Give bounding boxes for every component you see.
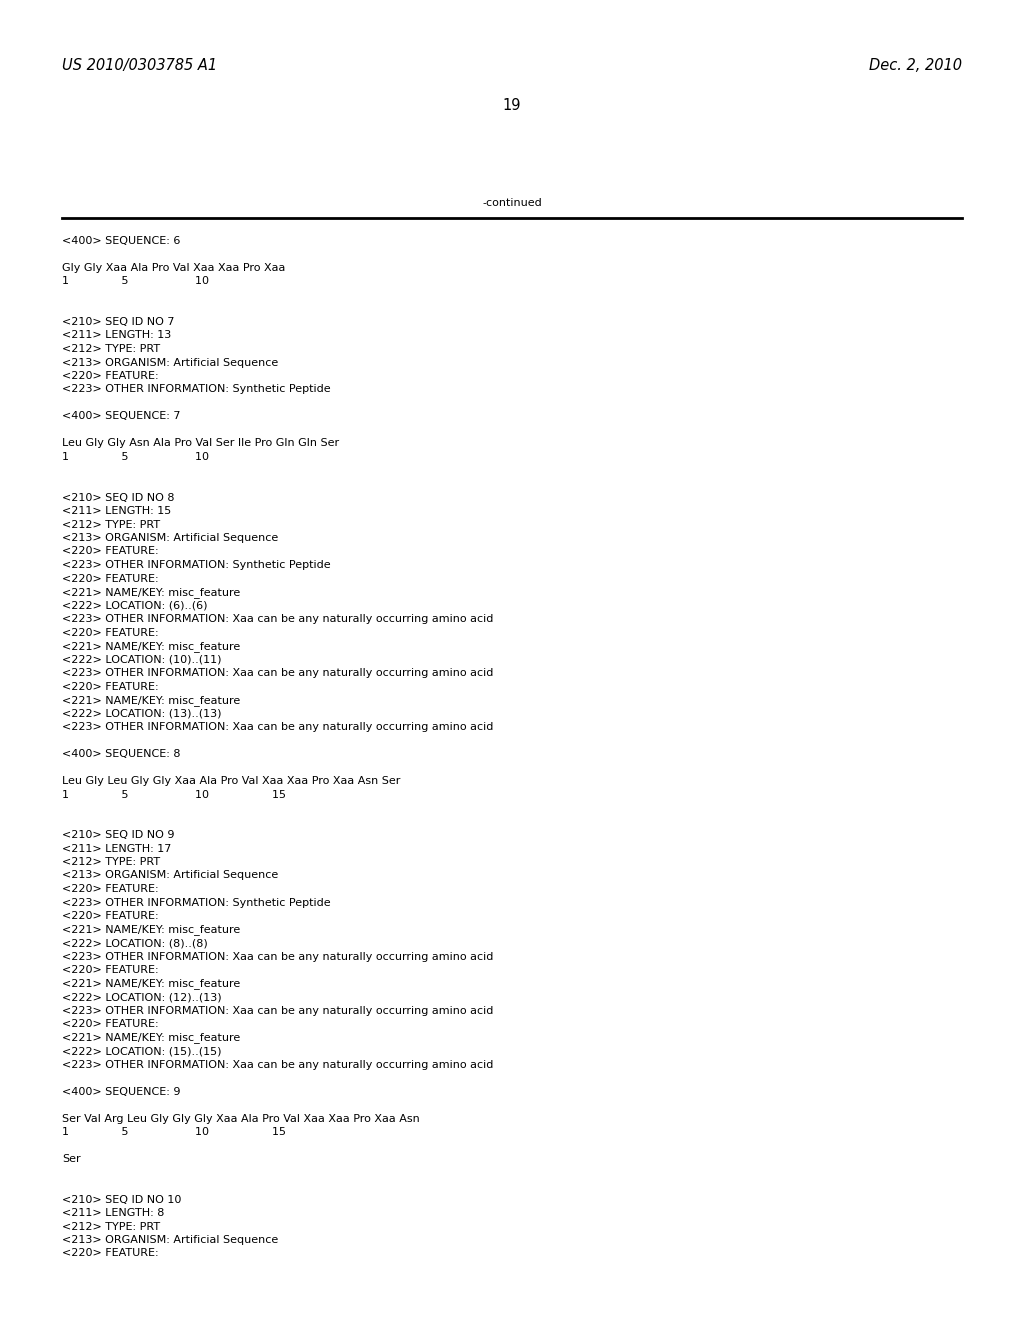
Text: <222> LOCATION: (13)..(13): <222> LOCATION: (13)..(13) bbox=[62, 709, 221, 718]
Text: <223> OTHER INFORMATION: Xaa can be any naturally occurring amino acid: <223> OTHER INFORMATION: Xaa can be any … bbox=[62, 722, 494, 733]
Text: 19: 19 bbox=[503, 98, 521, 114]
Text: <220> FEATURE:: <220> FEATURE: bbox=[62, 1249, 159, 1258]
Text: Gly Gly Xaa Ala Pro Val Xaa Xaa Pro Xaa: Gly Gly Xaa Ala Pro Val Xaa Xaa Pro Xaa bbox=[62, 263, 286, 273]
Text: <221> NAME/KEY: misc_feature: <221> NAME/KEY: misc_feature bbox=[62, 924, 241, 936]
Text: <223> OTHER INFORMATION: Synthetic Peptide: <223> OTHER INFORMATION: Synthetic Pepti… bbox=[62, 898, 331, 908]
Text: <222> LOCATION: (12)..(13): <222> LOCATION: (12)..(13) bbox=[62, 993, 221, 1002]
Text: <210> SEQ ID NO 8: <210> SEQ ID NO 8 bbox=[62, 492, 174, 503]
Text: <220> FEATURE:: <220> FEATURE: bbox=[62, 911, 159, 921]
Text: US 2010/0303785 A1: US 2010/0303785 A1 bbox=[62, 58, 217, 73]
Text: <220> FEATURE:: <220> FEATURE: bbox=[62, 371, 159, 381]
Text: <212> TYPE: PRT: <212> TYPE: PRT bbox=[62, 1221, 160, 1232]
Text: Dec. 2, 2010: Dec. 2, 2010 bbox=[869, 58, 962, 73]
Text: <221> NAME/KEY: misc_feature: <221> NAME/KEY: misc_feature bbox=[62, 1032, 241, 1043]
Text: Leu Gly Leu Gly Gly Xaa Ala Pro Val Xaa Xaa Pro Xaa Asn Ser: Leu Gly Leu Gly Gly Xaa Ala Pro Val Xaa … bbox=[62, 776, 400, 785]
Text: <223> OTHER INFORMATION: Xaa can be any naturally occurring amino acid: <223> OTHER INFORMATION: Xaa can be any … bbox=[62, 614, 494, 624]
Text: <211> LENGTH: 13: <211> LENGTH: 13 bbox=[62, 330, 171, 341]
Text: <223> OTHER INFORMATION: Xaa can be any naturally occurring amino acid: <223> OTHER INFORMATION: Xaa can be any … bbox=[62, 1060, 494, 1069]
Text: <211> LENGTH: 15: <211> LENGTH: 15 bbox=[62, 506, 171, 516]
Text: <210> SEQ ID NO 10: <210> SEQ ID NO 10 bbox=[62, 1195, 181, 1204]
Text: <213> ORGANISM: Artificial Sequence: <213> ORGANISM: Artificial Sequence bbox=[62, 870, 279, 880]
Text: <222> LOCATION: (6)..(6): <222> LOCATION: (6)..(6) bbox=[62, 601, 208, 610]
Text: <222> LOCATION: (15)..(15): <222> LOCATION: (15)..(15) bbox=[62, 1045, 221, 1056]
Text: <223> OTHER INFORMATION: Xaa can be any naturally occurring amino acid: <223> OTHER INFORMATION: Xaa can be any … bbox=[62, 668, 494, 678]
Text: 1               5                   10                  15: 1 5 10 15 bbox=[62, 789, 286, 800]
Text: <400> SEQUENCE: 7: <400> SEQUENCE: 7 bbox=[62, 412, 180, 421]
Text: <223> OTHER INFORMATION: Synthetic Peptide: <223> OTHER INFORMATION: Synthetic Pepti… bbox=[62, 560, 331, 570]
Text: <400> SEQUENCE: 9: <400> SEQUENCE: 9 bbox=[62, 1086, 180, 1097]
Text: <222> LOCATION: (8)..(8): <222> LOCATION: (8)..(8) bbox=[62, 939, 208, 948]
Text: <221> NAME/KEY: misc_feature: <221> NAME/KEY: misc_feature bbox=[62, 642, 241, 652]
Text: <220> FEATURE:: <220> FEATURE: bbox=[62, 627, 159, 638]
Text: <400> SEQUENCE: 8: <400> SEQUENCE: 8 bbox=[62, 748, 180, 759]
Text: <221> NAME/KEY: misc_feature: <221> NAME/KEY: misc_feature bbox=[62, 978, 241, 990]
Text: <220> FEATURE:: <220> FEATURE: bbox=[62, 884, 159, 894]
Text: <212> TYPE: PRT: <212> TYPE: PRT bbox=[62, 857, 160, 867]
Text: <210> SEQ ID NO 9: <210> SEQ ID NO 9 bbox=[62, 830, 174, 840]
Text: <213> ORGANISM: Artificial Sequence: <213> ORGANISM: Artificial Sequence bbox=[62, 358, 279, 367]
Text: <220> FEATURE:: <220> FEATURE: bbox=[62, 546, 159, 557]
Text: <223> OTHER INFORMATION: Xaa can be any naturally occurring amino acid: <223> OTHER INFORMATION: Xaa can be any … bbox=[62, 952, 494, 961]
Text: <211> LENGTH: 8: <211> LENGTH: 8 bbox=[62, 1208, 165, 1218]
Text: -continued: -continued bbox=[482, 198, 542, 209]
Text: <220> FEATURE:: <220> FEATURE: bbox=[62, 573, 159, 583]
Text: <222> LOCATION: (10)..(11): <222> LOCATION: (10)..(11) bbox=[62, 655, 221, 664]
Text: <223> OTHER INFORMATION: Xaa can be any naturally occurring amino acid: <223> OTHER INFORMATION: Xaa can be any … bbox=[62, 1006, 494, 1015]
Text: <212> TYPE: PRT: <212> TYPE: PRT bbox=[62, 520, 160, 529]
Text: <213> ORGANISM: Artificial Sequence: <213> ORGANISM: Artificial Sequence bbox=[62, 533, 279, 543]
Text: Leu Gly Gly Asn Ala Pro Val Ser Ile Pro Gln Gln Ser: Leu Gly Gly Asn Ala Pro Val Ser Ile Pro … bbox=[62, 438, 339, 449]
Text: 1               5                   10                  15: 1 5 10 15 bbox=[62, 1127, 286, 1137]
Text: <223> OTHER INFORMATION: Synthetic Peptide: <223> OTHER INFORMATION: Synthetic Pepti… bbox=[62, 384, 331, 395]
Text: 1               5                   10: 1 5 10 bbox=[62, 451, 209, 462]
Text: <221> NAME/KEY: misc_feature: <221> NAME/KEY: misc_feature bbox=[62, 587, 241, 598]
Text: <210> SEQ ID NO 7: <210> SEQ ID NO 7 bbox=[62, 317, 174, 327]
Text: <211> LENGTH: 17: <211> LENGTH: 17 bbox=[62, 843, 171, 854]
Text: <220> FEATURE:: <220> FEATURE: bbox=[62, 965, 159, 975]
Text: <212> TYPE: PRT: <212> TYPE: PRT bbox=[62, 345, 160, 354]
Text: 1               5                   10: 1 5 10 bbox=[62, 276, 209, 286]
Text: <220> FEATURE:: <220> FEATURE: bbox=[62, 1019, 159, 1030]
Text: <221> NAME/KEY: misc_feature: <221> NAME/KEY: misc_feature bbox=[62, 696, 241, 706]
Text: Ser: Ser bbox=[62, 1154, 81, 1164]
Text: <220> FEATURE:: <220> FEATURE: bbox=[62, 681, 159, 692]
Text: Ser Val Arg Leu Gly Gly Gly Xaa Ala Pro Val Xaa Xaa Pro Xaa Asn: Ser Val Arg Leu Gly Gly Gly Xaa Ala Pro … bbox=[62, 1114, 420, 1123]
Text: <400> SEQUENCE: 6: <400> SEQUENCE: 6 bbox=[62, 236, 180, 246]
Text: <213> ORGANISM: Artificial Sequence: <213> ORGANISM: Artificial Sequence bbox=[62, 1236, 279, 1245]
